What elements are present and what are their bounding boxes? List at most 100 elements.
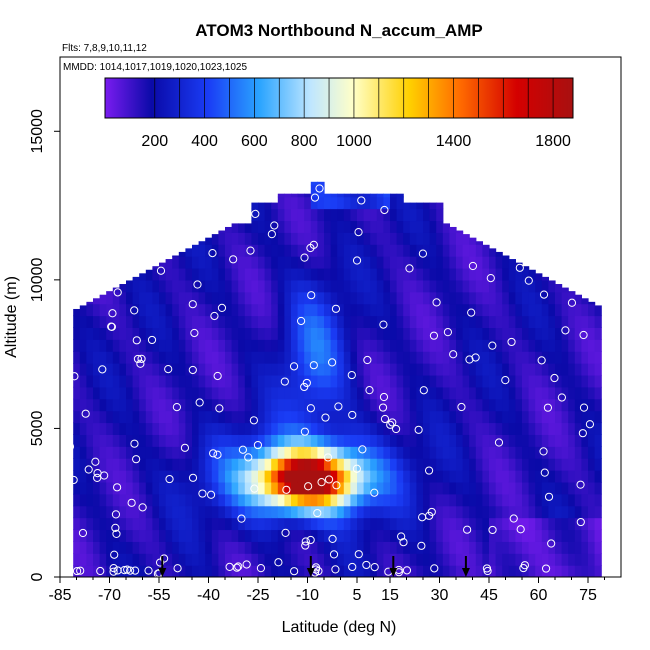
heatmap-cell [409, 339, 417, 352]
heatmap-cell [225, 363, 233, 376]
heatmap-cell [198, 291, 206, 305]
heatmap-cell [541, 458, 549, 471]
heatmap-cell [165, 529, 173, 542]
sample-point [238, 445, 248, 454]
heatmap-cell [442, 363, 450, 376]
heatmap-cell [403, 481, 411, 495]
heatmap-cell [436, 351, 444, 364]
heatmap-cell [139, 303, 147, 317]
heatmap-cell [192, 458, 200, 471]
heatmap-cell [409, 434, 417, 447]
sample-point [72, 566, 82, 576]
heatmap-cell [469, 374, 477, 388]
heatmap-cell [403, 220, 411, 233]
heatmap-cell [489, 458, 497, 471]
heatmap-cell [423, 470, 431, 483]
heatmap-cell [528, 339, 536, 352]
heatmap-cell [449, 315, 457, 328]
sample-point [418, 249, 428, 258]
heatmap-cell [548, 529, 556, 542]
heatmap-cell [251, 339, 259, 352]
heatmap-cell [574, 553, 582, 566]
heatmap-cell [555, 553, 563, 566]
heatmap-cell [495, 351, 503, 364]
heatmap-cell [330, 220, 338, 233]
heatmap-cell [218, 470, 226, 483]
heatmap-cell [574, 339, 582, 352]
sample-point [352, 256, 362, 265]
heatmap-cell [396, 220, 404, 233]
heatmap-cell [310, 529, 318, 542]
heatmap-cell [456, 541, 464, 554]
heatmap-cell [317, 244, 325, 257]
heatmap-cell [218, 303, 226, 317]
heatmap-cell [218, 541, 226, 554]
heatmap-cell [159, 315, 167, 328]
heatmap-cell [396, 398, 404, 412]
heatmap-cell [159, 398, 167, 412]
heatmap-cell [238, 279, 246, 293]
sample-point [541, 564, 551, 573]
heatmap-cell [317, 517, 325, 531]
heatmap-cell [93, 339, 101, 352]
heatmap-cell [165, 363, 173, 376]
heatmap-cell [416, 458, 424, 471]
heatmap-cell [548, 363, 556, 376]
heatmap-cell [416, 232, 424, 245]
sample-point [579, 330, 588, 340]
heatmap-cell [548, 422, 556, 435]
heatmap-cell [357, 541, 365, 554]
heatmap-cell [383, 386, 391, 400]
heatmap-cell [145, 398, 153, 412]
heatmap-cell [330, 196, 338, 210]
heatmap-cell [86, 363, 94, 376]
heatmap-cell [330, 410, 338, 424]
heatmap-cell [198, 541, 206, 554]
heatmap-cell [284, 267, 292, 281]
sample-point [250, 484, 259, 493]
heatmap-cell [515, 470, 523, 483]
heatmap-cell [416, 446, 424, 459]
heatmap-cell [396, 196, 404, 210]
heatmap-cell [548, 327, 556, 340]
heatmap-cell [449, 398, 457, 412]
heatmap-cell [588, 351, 596, 364]
heatmap-cell [337, 339, 345, 352]
heatmap-cell [416, 470, 424, 483]
heatmap-cell [198, 244, 206, 257]
heatmap-cell [86, 493, 94, 507]
heatmap-cell [462, 398, 470, 412]
heatmap-cell [284, 481, 292, 495]
heatmap-cell [350, 244, 358, 257]
heatmap-cell [225, 386, 233, 400]
heatmap-cell [258, 422, 266, 435]
heatmap-cell [403, 505, 411, 519]
heatmap-cell [310, 220, 318, 233]
heatmap-cell [324, 303, 332, 317]
heatmap-cell [139, 315, 147, 328]
sample-point [110, 550, 119, 559]
heatmap-cell [390, 410, 398, 424]
heatmap-cell [277, 446, 285, 459]
heatmap-cell [238, 315, 246, 328]
sample-point [306, 243, 315, 253]
heatmap-cell [211, 363, 219, 376]
heatmap-cell [429, 541, 437, 554]
heatmap-cell [178, 256, 186, 269]
heatmap-cell [456, 267, 464, 281]
heatmap-cell [456, 315, 464, 328]
heatmap-cell [271, 279, 279, 293]
colorbar-tick-label: 1800 [535, 133, 571, 150]
heatmap-cell [429, 517, 437, 531]
heatmap-cell [238, 256, 246, 269]
sample-point [300, 253, 309, 262]
heatmap-cell [416, 303, 424, 317]
heatmap-cell [211, 446, 219, 459]
heatmap-cell [310, 434, 318, 447]
sample-point [357, 196, 366, 205]
heatmap-cell [475, 279, 483, 293]
heatmap-cell [152, 529, 160, 542]
heatmap-cell [515, 351, 523, 364]
heatmap-cell [291, 196, 299, 210]
heatmap-cell [284, 565, 292, 577]
